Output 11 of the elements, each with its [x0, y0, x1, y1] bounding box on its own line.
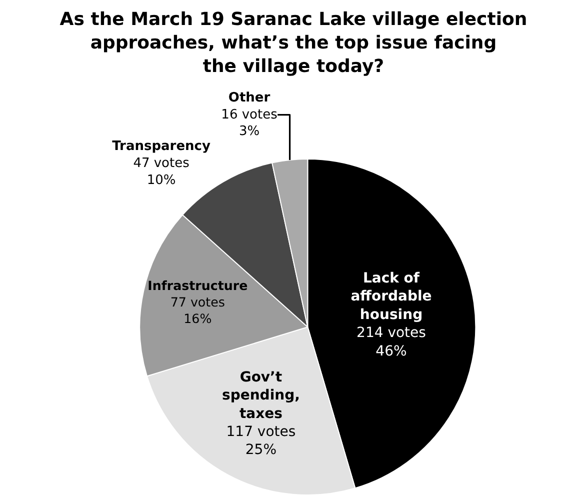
slice-label: Other [228, 90, 271, 106]
data-label: 214 votes 46% [356, 325, 426, 360]
data-label: 117 votes 25% [226, 424, 296, 458]
chart-title: As the March 19 Saranac Lake village election approaches, what’s the top issue facing the village today? [60, 9, 528, 77]
data-label: 47 votes 10% [133, 156, 190, 188]
data-label: 77 votes 16% [170, 294, 225, 326]
slice-label: Lack of affordable housing [350, 270, 432, 323]
slice-label: Gov’t spending, taxes [222, 369, 300, 422]
data-label: 16 votes 3% [221, 107, 278, 140]
slice-label: Transparency [112, 139, 211, 154]
slice-label: Infrastructure [148, 278, 248, 293]
